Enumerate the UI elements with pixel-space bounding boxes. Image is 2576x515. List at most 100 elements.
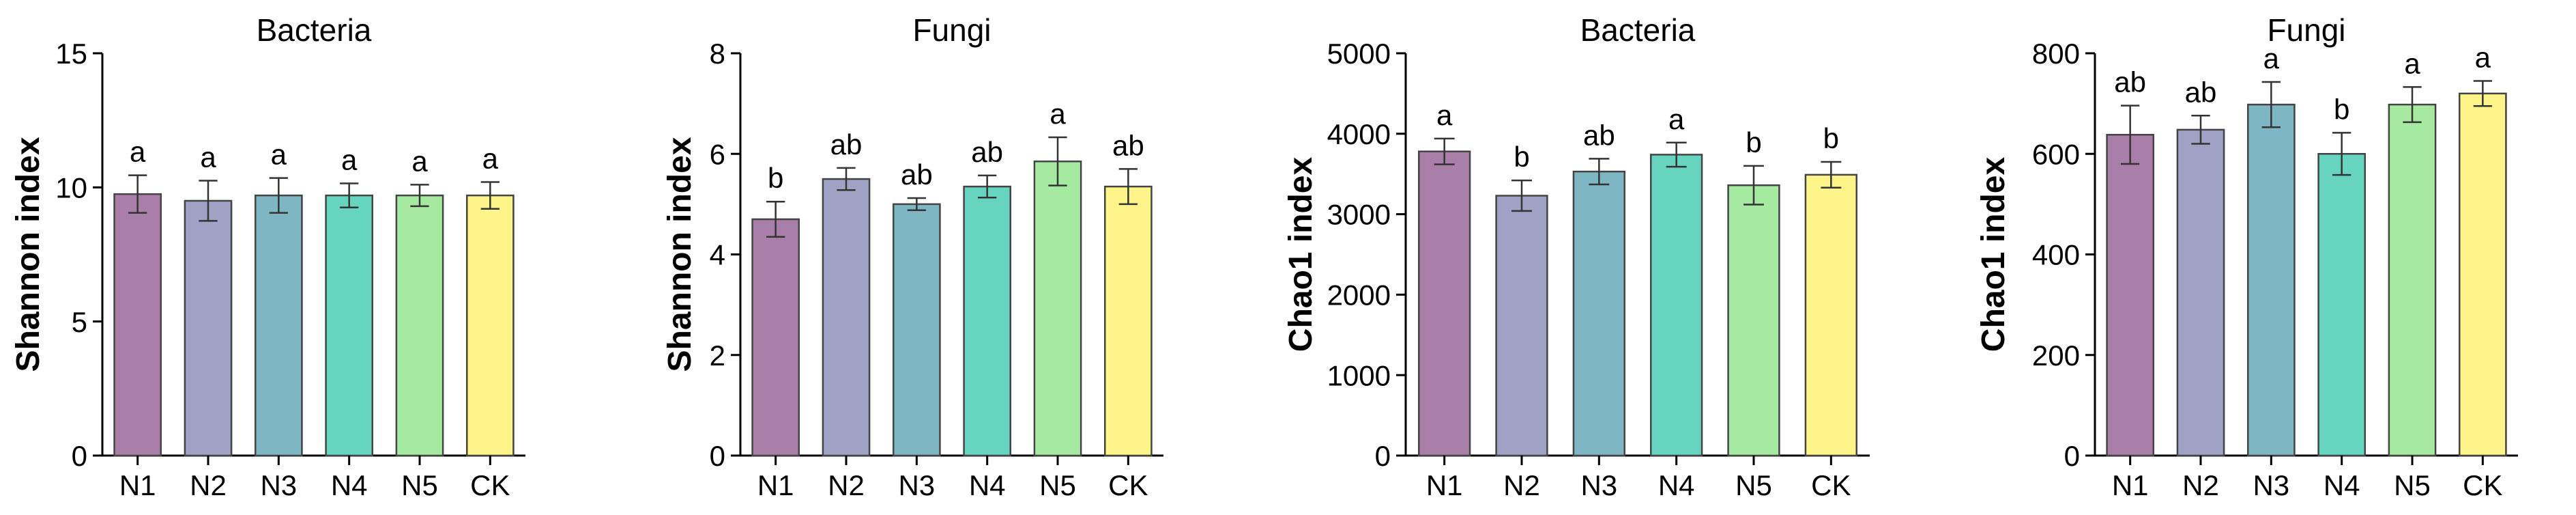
x-tick-label: N2: [1503, 469, 1540, 501]
bar: [2458, 92, 2507, 457]
y-axis-label: Chao1 index: [1976, 157, 2012, 352]
x-tick-label: N5: [401, 469, 438, 501]
x-tick-label: N1: [1426, 469, 1463, 501]
y-tick-label: 4000: [1327, 118, 1391, 150]
bar: [2317, 153, 2367, 457]
x-tick-label: CK: [1108, 469, 1148, 501]
y-tick-label: 600: [2032, 138, 2080, 170]
significance-letter: a: [130, 136, 146, 168]
x-tick-label: N3: [2253, 469, 2289, 501]
bar: [1572, 170, 1625, 457]
significance-letter: ab: [1583, 119, 1615, 151]
significance-letter: b: [2334, 93, 2349, 125]
bar: [751, 218, 800, 457]
bar: [2246, 103, 2296, 457]
x-tick-label: N3: [1580, 469, 1617, 501]
y-tick-label: 10: [55, 171, 87, 204]
y-tick-label: 1000: [1327, 359, 1391, 391]
chart-title: Bacteria: [1580, 12, 1696, 48]
y-tick-label: 4: [710, 239, 725, 271]
x-tick-label: N1: [2112, 469, 2149, 501]
significance-letter: a: [2263, 42, 2280, 74]
significance-letter: b: [1746, 126, 1761, 158]
x-tick-label: N5: [2394, 469, 2431, 501]
x-tick-label: N4: [2324, 469, 2360, 501]
bar: [1103, 185, 1153, 457]
chart-title: Fungi: [912, 12, 991, 48]
x-tick-label: N2: [2182, 469, 2219, 501]
significance-letter: a: [200, 141, 216, 173]
significance-letter: b: [1514, 141, 1529, 173]
y-tick-label: 2000: [1327, 279, 1391, 311]
bar: [2176, 128, 2225, 457]
significance-letter: ab: [2114, 66, 2146, 98]
y-tick-label: 400: [2032, 239, 2080, 271]
significance-letter: ab: [2185, 76, 2217, 108]
x-tick-label: CK: [1811, 469, 1851, 501]
significance-letter: b: [1823, 122, 1839, 154]
y-tick-label: 6: [710, 138, 725, 170]
y-tick-label: 8: [710, 38, 725, 70]
x-tick-label: N5: [1735, 469, 1772, 501]
significance-letter: a: [482, 142, 499, 174]
bar: [1033, 161, 1082, 457]
y-axis-label: Chao1 index: [1283, 157, 1319, 352]
y-tick-label: 5000: [1327, 38, 1391, 70]
y-tick-label: 200: [2032, 339, 2080, 372]
bar: [113, 193, 162, 457]
bar: [822, 178, 871, 457]
significance-letter: ab: [830, 128, 863, 161]
bar: [892, 203, 941, 457]
x-tick-label: N1: [119, 469, 156, 501]
bar: [1804, 173, 1857, 457]
x-tick-label: N4: [969, 469, 1006, 501]
y-tick-label: 3000: [1327, 199, 1391, 231]
y-tick-label: 5: [72, 306, 87, 338]
significance-letter: b: [768, 162, 783, 194]
significance-letter: a: [271, 139, 287, 171]
bar: [395, 194, 444, 457]
significance-letter: a: [411, 145, 428, 177]
x-tick-label: N2: [828, 469, 865, 501]
x-tick-label: N5: [1039, 469, 1076, 501]
bar: [325, 194, 374, 457]
bar: [963, 185, 1012, 457]
bar: [465, 194, 515, 457]
significance-letter: ab: [901, 158, 933, 191]
bar: [1727, 184, 1780, 457]
x-tick-label: N3: [260, 469, 297, 501]
bar: [184, 199, 233, 457]
x-tick-label: N2: [190, 469, 227, 501]
x-tick-label: N4: [1658, 469, 1695, 501]
bar: [2106, 134, 2155, 457]
chart-title: Fungi: [2267, 12, 2345, 48]
x-tick-label: CK: [2463, 469, 2502, 501]
bar: [254, 194, 303, 457]
significance-letter: a: [2475, 41, 2491, 73]
y-tick-label: 800: [2032, 38, 2080, 70]
x-tick-label: N3: [898, 469, 935, 501]
x-tick-label: CK: [470, 469, 510, 501]
y-axis-label: Shannon index: [662, 137, 698, 372]
x-tick-label: N1: [757, 469, 794, 501]
chart-title: Bacteria: [257, 12, 372, 48]
bar: [1418, 150, 1471, 457]
y-tick-label: 15: [55, 38, 87, 70]
y-axis-label: Shannon index: [10, 137, 46, 372]
y-tick-label: 0: [72, 440, 87, 472]
significance-letter: ab: [971, 136, 1003, 168]
significance-letter: a: [1436, 99, 1453, 131]
significance-letter: a: [2404, 47, 2420, 79]
bar: [1650, 154, 1703, 457]
y-tick-label: 0: [2064, 440, 2080, 472]
y-tick-label: 0: [1375, 440, 1391, 472]
significance-letter: a: [341, 143, 358, 176]
bar: [2388, 103, 2437, 457]
significance-letter: a: [1050, 98, 1066, 130]
y-tick-label: 2: [710, 339, 725, 372]
significance-letter: ab: [1112, 129, 1144, 161]
significance-letter: a: [1668, 103, 1685, 135]
bar: [1495, 195, 1548, 457]
